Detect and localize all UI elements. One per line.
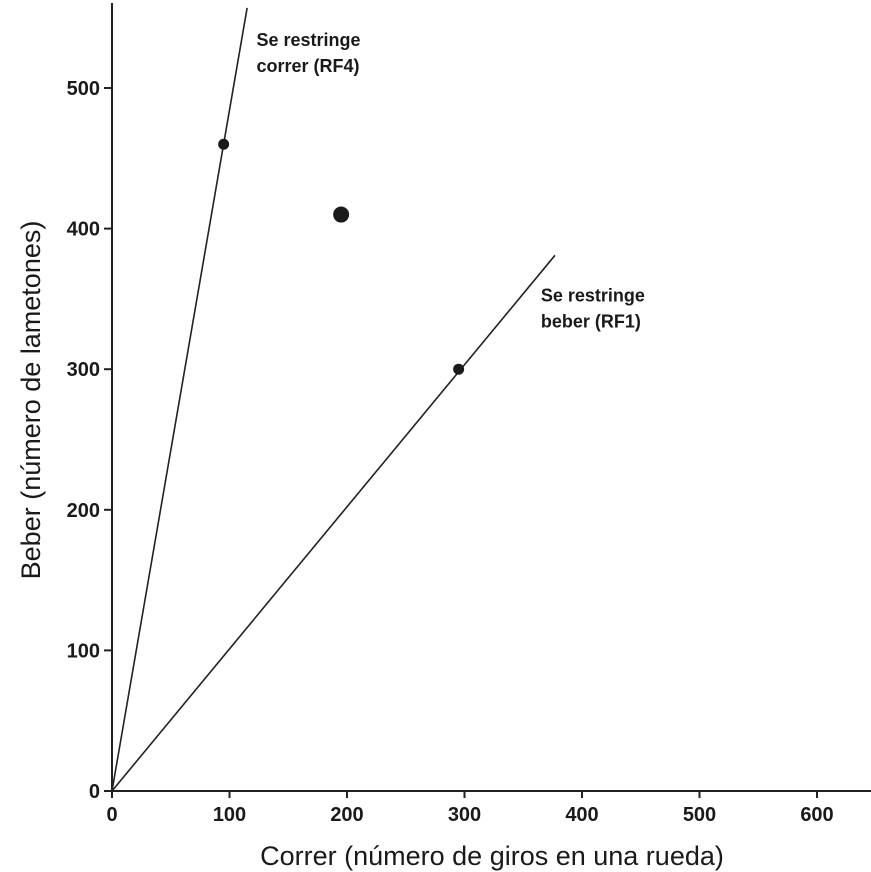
annotation-text: correr (RF4) <box>257 56 360 76</box>
y-ticks: 0 100 200 300 400 500 <box>67 78 112 803</box>
data-point <box>453 363 465 375</box>
y-tick-label: 0 <box>89 781 100 803</box>
y-tick-label: 500 <box>67 78 100 100</box>
y-tick-label: 400 <box>67 219 100 241</box>
annotation-text: Se restringe <box>257 30 361 50</box>
annotation-text: beber (RF1) <box>541 312 641 332</box>
data-points <box>218 138 465 375</box>
reference-line <box>111 254 556 792</box>
reference-lines <box>111 7 556 792</box>
x-axis-title: Correr (número de giros en una rueda) <box>260 841 724 871</box>
x-tick-label: 0 <box>106 804 117 826</box>
x-tick-label: 400 <box>565 804 598 826</box>
x-tick-label: 300 <box>448 804 481 826</box>
y-tick-label: 200 <box>67 500 100 522</box>
y-axis-title: Beber (número de lametones) <box>16 221 46 580</box>
x-tick-label: 600 <box>800 804 833 826</box>
x-tick-label: 500 <box>683 804 716 826</box>
x-tick-label: 200 <box>330 804 363 826</box>
x-ticks: 0 100 200 300 400 500 600 <box>106 791 834 826</box>
data-point <box>218 138 230 150</box>
y-tick-label: 100 <box>67 640 100 662</box>
data-point <box>333 206 350 223</box>
reference-line <box>111 7 248 792</box>
annotations: Se restringe correr (RF4) Se restringe bebe… <box>257 30 645 332</box>
y-tick-label: 300 <box>67 359 100 381</box>
x-tick-label: 100 <box>213 804 246 826</box>
annotation-text: Se restringe <box>541 286 645 306</box>
